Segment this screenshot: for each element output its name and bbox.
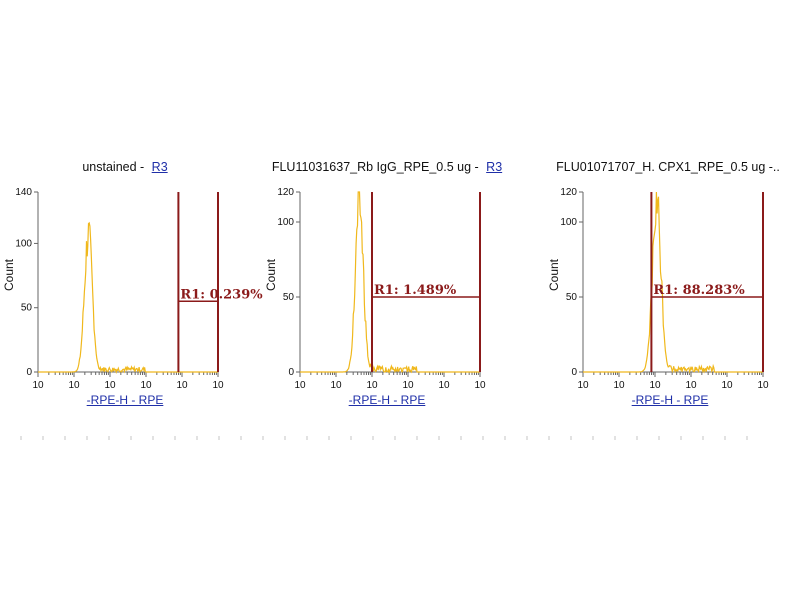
x-tick-label: 10 xyxy=(613,380,625,391)
y-tick-label: 140 xyxy=(15,187,32,198)
x-tick-label: 10 xyxy=(176,380,188,391)
gate-link-r3[interactable]: R3 xyxy=(151,160,168,174)
y-tick-label: 0 xyxy=(571,367,577,378)
y-tick-label: 50 xyxy=(21,303,33,314)
x-tick-label: 10 xyxy=(577,380,589,391)
y-tick-label: 0 xyxy=(288,367,294,378)
x-tick-label: 10 xyxy=(68,380,80,391)
y-tick-label: 0 xyxy=(26,367,32,378)
x-tick-label: 10 xyxy=(685,380,697,391)
panel-title-text: FLU01071707_H. CPX1_RPE_0.5 ug -.. xyxy=(556,160,780,174)
histogram-line xyxy=(300,191,480,374)
x-tick-label: 10 xyxy=(140,380,152,391)
y-tick-label: 120 xyxy=(277,187,294,198)
x-axis-label[interactable]: -RPE-H - RPE xyxy=(348,393,426,407)
y-tick-label: 120 xyxy=(560,187,577,198)
histogram-line xyxy=(583,191,763,374)
x-tick-label: 10 xyxy=(474,380,486,391)
y-tick-label: 100 xyxy=(15,238,32,249)
y-tick-label: 100 xyxy=(277,217,294,228)
panel-title: unstained - R3 xyxy=(0,160,250,174)
x-tick-label: 10 xyxy=(294,380,306,391)
region-label: R1: 88.283% xyxy=(653,283,745,298)
region-label: R1: 0.239% xyxy=(180,287,263,302)
x-axis-label[interactable]: -RPE-H - RPE xyxy=(86,393,164,407)
y-tick-label: 50 xyxy=(283,292,295,303)
x-tick-label: 10 xyxy=(721,380,733,391)
region-label: R1: 1.489% xyxy=(374,283,457,298)
panel-title-text: FLU11031637_Rb IgG_RPE_0.5 ug - xyxy=(271,160,483,174)
x-tick-label: 10 xyxy=(330,380,342,391)
y-tick-label: 100 xyxy=(560,217,577,228)
x-tick-label: 10 xyxy=(649,380,661,391)
histogram-plot: 0 50 100 140 10 10 10 10 10 10 R1: 0.239% xyxy=(15,187,263,391)
histogram-plot: 0 50 100 120 10 10 10 10 10 10 R1: 88.283% xyxy=(560,187,769,391)
histogram-panel-cpx1: FLU01071707_H. CPX1_RPE_0.5 ug -.. Count… xyxy=(545,150,795,420)
y-tick-label: 50 xyxy=(566,292,578,303)
x-tick-label: 10 xyxy=(366,380,378,391)
panel-title: FLU01071707_H. CPX1_RPE_0.5 ug -.. xyxy=(545,160,795,174)
histogram-line xyxy=(38,221,218,375)
histogram-plot: 0 50 100 120 10 10 10 10 10 10 R1: 1.489% xyxy=(277,187,486,391)
x-tick-label: 10 xyxy=(32,380,44,391)
x-axis-label[interactable]: -RPE-H - RPE xyxy=(631,393,709,407)
histogram-panel-rb-igg: FLU11031637_Rb IgG_RPE_0.5 ug - R3 Count… xyxy=(262,150,512,420)
panel-title: FLU11031637_Rb IgG_RPE_0.5 ug - R3 xyxy=(262,160,512,174)
x-tick-label: 10 xyxy=(438,380,450,391)
panel-title-text: unstained - xyxy=(82,160,148,174)
x-tick-label: 10 xyxy=(104,380,116,391)
histogram-panel-unstained: unstained - R3 Count 0 50 100 140 10 10 10 10 10… xyxy=(0,150,263,420)
gate-link-r3[interactable]: R3 xyxy=(486,160,503,174)
x-tick-label: 10 xyxy=(212,380,224,391)
x-tick-label: 10 xyxy=(757,380,769,391)
faint-caption-row xyxy=(20,436,765,440)
x-tick-label: 10 xyxy=(402,380,414,391)
